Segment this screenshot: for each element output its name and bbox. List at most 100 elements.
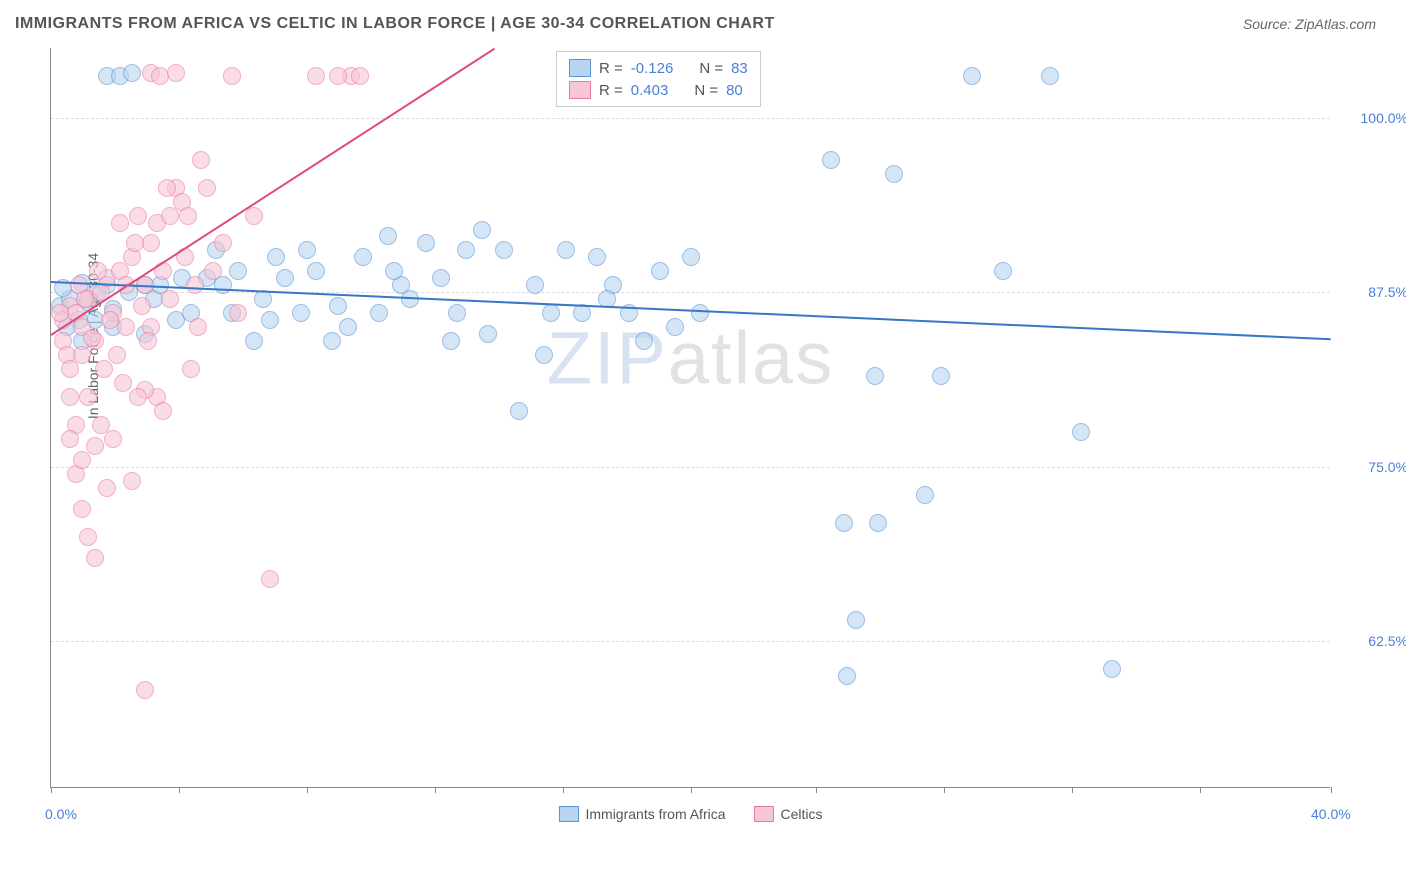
x-tick	[179, 787, 180, 793]
scatter-marker	[79, 388, 97, 406]
scatter-marker	[588, 248, 606, 266]
scatter-marker	[79, 528, 97, 546]
scatter-marker	[351, 67, 369, 85]
x-tick	[816, 787, 817, 793]
scatter-marker	[885, 165, 903, 183]
scatter-marker	[510, 402, 528, 420]
scatter-marker	[223, 67, 241, 85]
scatter-marker	[339, 318, 357, 336]
scatter-marker	[1041, 67, 1059, 85]
scatter-marker	[682, 248, 700, 266]
scatter-marker	[70, 276, 88, 294]
scatter-marker	[994, 262, 1012, 280]
legend-swatch	[754, 806, 774, 822]
x-tick	[1331, 787, 1332, 793]
scatter-marker	[142, 234, 160, 252]
scatter-marker	[139, 332, 157, 350]
scatter-marker	[89, 262, 107, 280]
correlation-legend: R = -0.126N = 83R = 0.403N = 80	[556, 51, 761, 107]
scatter-marker	[323, 332, 341, 350]
scatter-marker	[245, 332, 263, 350]
scatter-marker	[111, 214, 129, 232]
scatter-marker	[254, 290, 272, 308]
y-tick-label: 75.0%	[1368, 459, 1406, 475]
scatter-marker	[104, 430, 122, 448]
x-tick	[435, 787, 436, 793]
scatter-marker	[292, 304, 310, 322]
scatter-marker	[86, 437, 104, 455]
chart-header: IMMIGRANTS FROM AFRICA VS CELTIC IN LABO…	[0, 0, 1406, 43]
scatter-marker	[307, 262, 325, 280]
watermark: ZIPatlas	[547, 316, 834, 401]
scatter-marker	[73, 500, 91, 518]
scatter-marker	[86, 549, 104, 567]
scatter-marker	[329, 297, 347, 315]
scatter-marker	[123, 64, 141, 82]
scatter-marker	[167, 64, 185, 82]
scatter-marker	[123, 472, 141, 490]
legend-label: Celtics	[781, 806, 823, 822]
scatter-marker	[635, 332, 653, 350]
gridline	[51, 467, 1330, 468]
scatter-marker	[198, 179, 216, 197]
scatter-marker	[108, 346, 126, 364]
scatter-marker	[838, 667, 856, 685]
scatter-marker	[73, 451, 91, 469]
scatter-marker	[261, 570, 279, 588]
scatter-marker	[535, 346, 553, 364]
scatter-marker	[869, 514, 887, 532]
scatter-marker	[129, 388, 147, 406]
scatter-marker	[432, 269, 450, 287]
x-tick-label: 0.0%	[45, 806, 77, 822]
gridline	[51, 118, 1330, 119]
scatter-marker	[651, 262, 669, 280]
chart-title: IMMIGRANTS FROM AFRICA VS CELTIC IN LABO…	[15, 15, 775, 33]
plot-area: ZIPatlas 62.5%75.0%87.5%100.0%0.0%40.0%R…	[50, 48, 1330, 788]
scatter-marker	[457, 241, 475, 259]
scatter-marker	[182, 360, 200, 378]
scatter-marker	[95, 360, 113, 378]
scatter-marker	[192, 151, 210, 169]
scatter-marker	[73, 346, 91, 364]
x-tick	[1072, 787, 1073, 793]
scatter-marker	[557, 241, 575, 259]
n-label: N =	[699, 60, 723, 77]
legend-item: Immigrants from Africa	[558, 806, 725, 822]
scatter-marker	[448, 304, 466, 322]
scatter-marker	[179, 207, 197, 225]
scatter-marker	[158, 179, 176, 197]
gridline	[51, 641, 1330, 642]
scatter-marker	[307, 67, 325, 85]
r-label: R =	[599, 60, 623, 77]
scatter-marker	[261, 311, 279, 329]
scatter-marker	[83, 329, 101, 347]
r-label: R =	[599, 82, 623, 99]
scatter-marker	[354, 248, 372, 266]
r-value: 0.403	[631, 82, 669, 99]
scatter-marker	[1072, 423, 1090, 441]
scatter-marker	[61, 388, 79, 406]
scatter-marker	[189, 318, 207, 336]
n-label: N =	[694, 82, 718, 99]
scatter-marker	[822, 151, 840, 169]
scatter-marker	[479, 325, 497, 343]
y-tick-label: 62.5%	[1368, 633, 1406, 649]
scatter-marker	[526, 276, 544, 294]
scatter-marker	[229, 304, 247, 322]
scatter-marker	[916, 486, 934, 504]
x-tick	[51, 787, 52, 793]
scatter-marker	[114, 374, 132, 392]
legend-row: R = -0.126N = 83	[569, 57, 748, 79]
scatter-marker	[495, 241, 513, 259]
chart-container: In Labor Force | Age 30-34 ZIPatlas 62.5…	[50, 48, 1376, 828]
scatter-marker	[379, 227, 397, 245]
scatter-marker	[691, 304, 709, 322]
scatter-marker	[1103, 660, 1121, 678]
scatter-marker	[329, 67, 347, 85]
scatter-marker	[442, 332, 460, 350]
series-legend: Immigrants from Africa Celtics	[558, 806, 822, 822]
legend-item: Celtics	[754, 806, 823, 822]
scatter-marker	[932, 367, 950, 385]
scatter-marker	[117, 318, 135, 336]
scatter-marker	[473, 221, 491, 239]
